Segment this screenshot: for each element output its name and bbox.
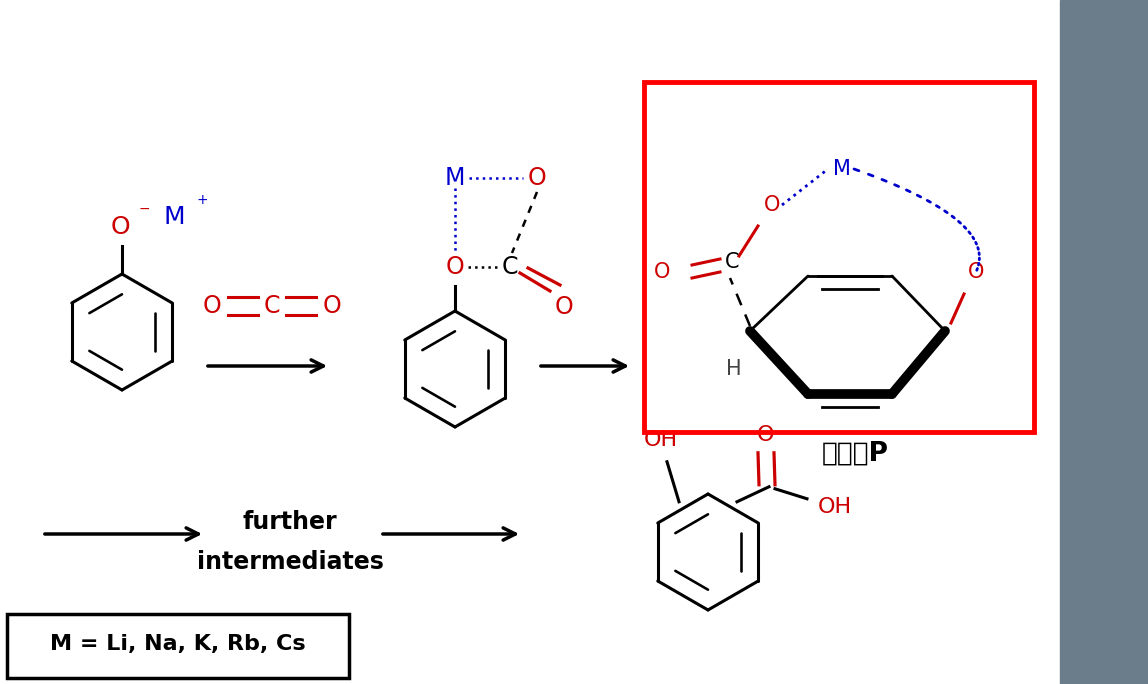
Text: intermediates: intermediates (196, 550, 383, 574)
Text: O: O (763, 195, 781, 215)
Bar (644, 82, 1034, 432)
Text: further: further (242, 510, 338, 534)
Text: O: O (654, 262, 670, 282)
Text: O: O (110, 215, 130, 239)
Text: $^{+}$: $^{+}$ (196, 194, 208, 213)
Text: O: O (445, 255, 465, 279)
Bar (1060, 0, 1148, 684)
Text: C: C (264, 294, 280, 318)
Text: M: M (444, 166, 465, 190)
Text: O: O (528, 166, 546, 190)
Text: M: M (163, 205, 185, 229)
Text: M = Li, Na, K, Rb, Cs: M = Li, Na, K, Rb, Cs (51, 634, 305, 654)
Text: C: C (502, 255, 518, 279)
Text: O: O (554, 295, 573, 319)
Bar (7, 614, 349, 678)
Text: 中間体P: 中間体P (822, 441, 889, 467)
Text: O: O (203, 294, 222, 318)
Text: H: H (727, 359, 742, 379)
Text: C: C (724, 252, 739, 272)
Text: $^{-}$: $^{-}$ (138, 205, 150, 224)
Text: OH: OH (644, 430, 678, 450)
Text: M: M (833, 159, 851, 179)
Text: OH: OH (817, 497, 852, 517)
Text: O: O (758, 425, 775, 445)
Text: O: O (323, 294, 341, 318)
Text: O: O (968, 262, 984, 282)
